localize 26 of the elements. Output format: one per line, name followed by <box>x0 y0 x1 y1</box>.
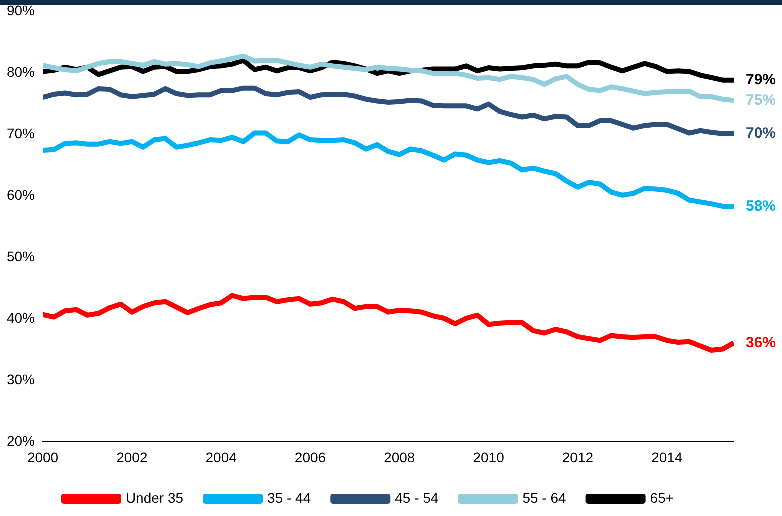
y-tick-label: 40% <box>6 310 36 326</box>
legend-label: 45 - 54 <box>395 490 439 506</box>
data-label: 79% <box>746 71 776 88</box>
x-tick-label: 2002 <box>116 449 148 466</box>
legend-label: 65+ <box>650 490 674 506</box>
data-label: 58% <box>746 198 776 216</box>
y-tick-label: 70% <box>6 125 36 142</box>
x-tick-label: 2014 <box>652 449 683 466</box>
legend-label: 35 - 44 <box>268 490 312 506</box>
y-tick-label: 80% <box>6 64 36 80</box>
data-label: 70% <box>746 125 776 142</box>
data-label: 36% <box>746 334 776 352</box>
x-tick-label: 2006 <box>294 449 326 466</box>
y-tick-label: 20% <box>6 433 36 450</box>
legend-label: 55 - 64 <box>522 490 567 506</box>
data-label: 75% <box>746 92 776 109</box>
x-tick-label: 2012 <box>562 449 594 466</box>
x-tick-label: 2000 <box>27 449 59 466</box>
legend-label: Under 35 <box>126 490 184 506</box>
y-tick-label: 30% <box>6 372 36 388</box>
x-tick-label: 2004 <box>206 449 238 466</box>
y-tick-label: 60% <box>6 186 36 203</box>
y-tick-label: 50% <box>6 248 36 264</box>
x-tick-label: 2010 <box>473 449 505 466</box>
y-tick-label: 90% <box>6 2 36 18</box>
x-tick-label: 2008 <box>384 449 416 466</box>
